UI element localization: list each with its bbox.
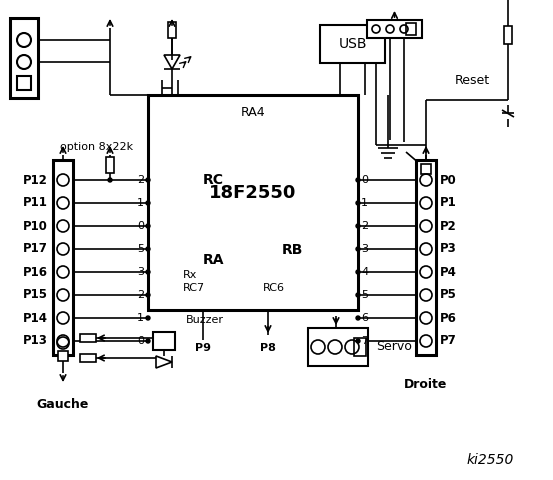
Circle shape [356, 178, 360, 182]
Text: option 8x22k: option 8x22k [60, 142, 134, 152]
Text: 5: 5 [361, 290, 368, 300]
Text: 4: 4 [361, 267, 368, 277]
Text: P14: P14 [23, 312, 48, 324]
Text: 1: 1 [137, 198, 144, 208]
Bar [17, 76, 31, 90]
Text: Gauche: Gauche [37, 398, 89, 411]
Text: 0: 0 [361, 175, 368, 185]
Text: Droite: Droite [404, 379, 448, 392]
Circle shape [108, 178, 112, 182]
Text: P7: P7 [440, 335, 457, 348]
Bar [504, 26, 512, 44]
Circle shape [146, 339, 150, 343]
Text: 18F2550: 18F2550 [210, 183, 297, 202]
Text: RB: RB [281, 243, 303, 257]
Circle shape [356, 224, 360, 228]
Text: P1: P1 [440, 196, 457, 209]
Text: 2: 2 [137, 175, 144, 185]
Circle shape [146, 316, 150, 320]
Bar [58, 351, 68, 361]
Text: ki2550: ki2550 [466, 453, 514, 467]
Text: Servo: Servo [376, 340, 412, 353]
Bar [421, 164, 431, 174]
Text: USB: USB [338, 37, 367, 51]
Bar [308, 328, 368, 366]
Text: P6: P6 [440, 312, 457, 324]
Text: P2: P2 [440, 219, 457, 232]
Text: 2: 2 [137, 290, 144, 300]
Text: P10: P10 [23, 219, 48, 232]
Text: P4: P4 [440, 265, 457, 278]
Circle shape [356, 247, 360, 251]
Bar [367, 20, 422, 38]
Text: P16: P16 [23, 265, 48, 278]
Bar [354, 338, 366, 356]
Circle shape [146, 293, 150, 297]
Text: RA: RA [203, 253, 225, 267]
Bar [416, 160, 436, 355]
Bar [80, 334, 96, 342]
Circle shape [356, 270, 360, 274]
Text: Buzzer: Buzzer [186, 315, 224, 325]
Bar [106, 157, 114, 173]
Bar [168, 22, 176, 38]
Text: 7: 7 [361, 336, 368, 346]
Text: RA4: RA4 [241, 107, 265, 120]
Text: 2: 2 [361, 221, 368, 231]
Circle shape [146, 201, 150, 205]
Text: 3: 3 [361, 244, 368, 254]
Bar [406, 23, 416, 35]
Text: RC6: RC6 [263, 283, 285, 293]
Text: 5: 5 [137, 244, 144, 254]
Circle shape [356, 201, 360, 205]
Circle shape [356, 316, 360, 320]
Circle shape [146, 224, 150, 228]
Text: P15: P15 [23, 288, 48, 301]
Circle shape [146, 247, 150, 251]
Text: RC: RC [203, 173, 224, 187]
Text: P3: P3 [440, 242, 457, 255]
Bar [10, 18, 38, 98]
Bar [148, 95, 358, 310]
Text: P12: P12 [23, 173, 48, 187]
Bar [53, 160, 73, 355]
Bar [320, 25, 385, 63]
Text: P0: P0 [440, 173, 457, 187]
Circle shape [356, 293, 360, 297]
Circle shape [146, 178, 150, 182]
Bar [153, 332, 175, 350]
Text: 1: 1 [361, 198, 368, 208]
Text: 0: 0 [137, 336, 144, 346]
Text: P11: P11 [23, 196, 48, 209]
Text: Rx: Rx [183, 270, 197, 280]
Text: P5: P5 [440, 288, 457, 301]
Text: 6: 6 [361, 313, 368, 323]
Circle shape [146, 270, 150, 274]
Circle shape [356, 339, 360, 343]
Text: RC7: RC7 [183, 283, 205, 293]
Text: 0: 0 [137, 221, 144, 231]
Text: Reset: Reset [455, 73, 490, 86]
Text: P13: P13 [23, 335, 48, 348]
Text: P9: P9 [195, 343, 211, 353]
Text: P17: P17 [23, 242, 48, 255]
Text: 1: 1 [137, 313, 144, 323]
Bar [80, 354, 96, 362]
Text: 3: 3 [137, 267, 144, 277]
Text: P8: P8 [260, 343, 276, 353]
